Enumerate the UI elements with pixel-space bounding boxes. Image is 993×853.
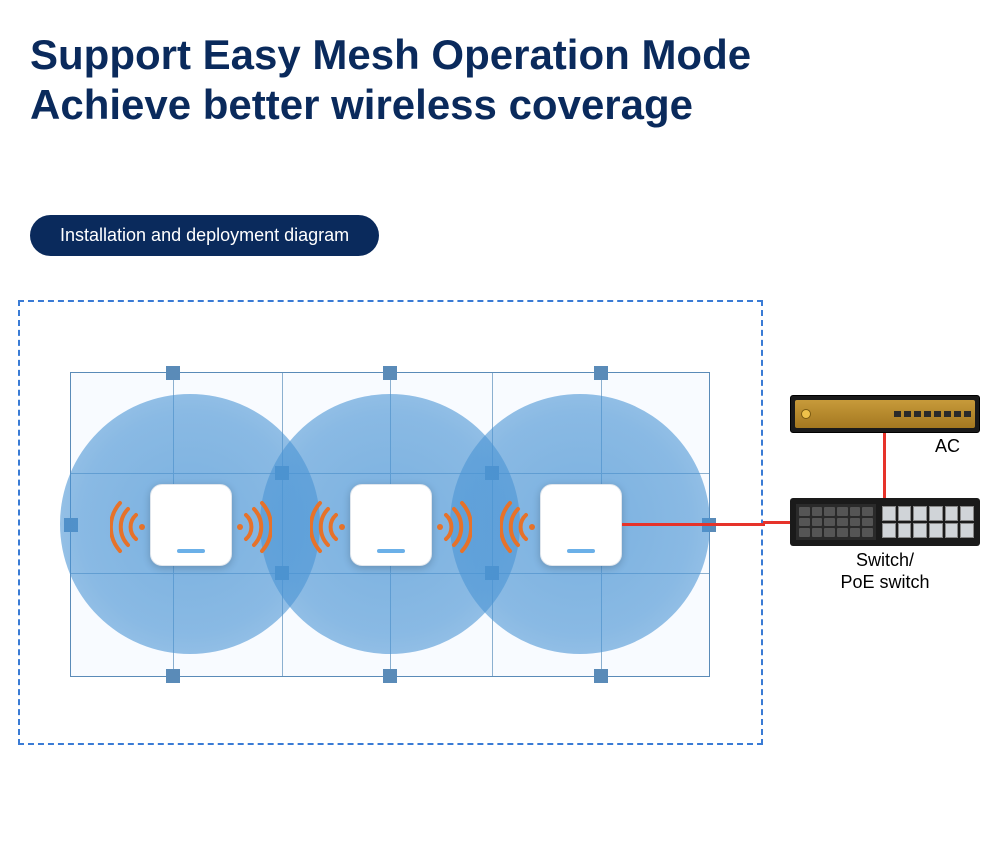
wifi-icon (310, 497, 350, 557)
switch-label-line-1: Switch/ (790, 550, 980, 572)
title-line-1: Support Easy Mesh Operation Mode (30, 30, 751, 80)
access-point (540, 484, 622, 566)
diagram-container (18, 300, 763, 745)
device-switch-label: Switch/ PoE switch (790, 550, 980, 593)
device-ac-label: AC (790, 436, 980, 458)
access-point (150, 484, 232, 566)
wifi-icon (232, 497, 272, 557)
access-point (350, 484, 432, 566)
link-cable (622, 523, 765, 526)
device-ac (790, 395, 980, 433)
section-pill: Installation and deployment diagram (30, 215, 379, 256)
wifi-icon (500, 497, 540, 557)
wifi-icon (432, 497, 472, 557)
wifi-icon (110, 497, 150, 557)
device-switch (790, 498, 980, 546)
link-cable (763, 521, 790, 524)
title-line-2: Achieve better wireless coverage (30, 80, 751, 130)
page-title: Support Easy Mesh Operation Mode Achieve… (30, 30, 751, 131)
switch-label-line-2: PoE switch (790, 572, 980, 594)
